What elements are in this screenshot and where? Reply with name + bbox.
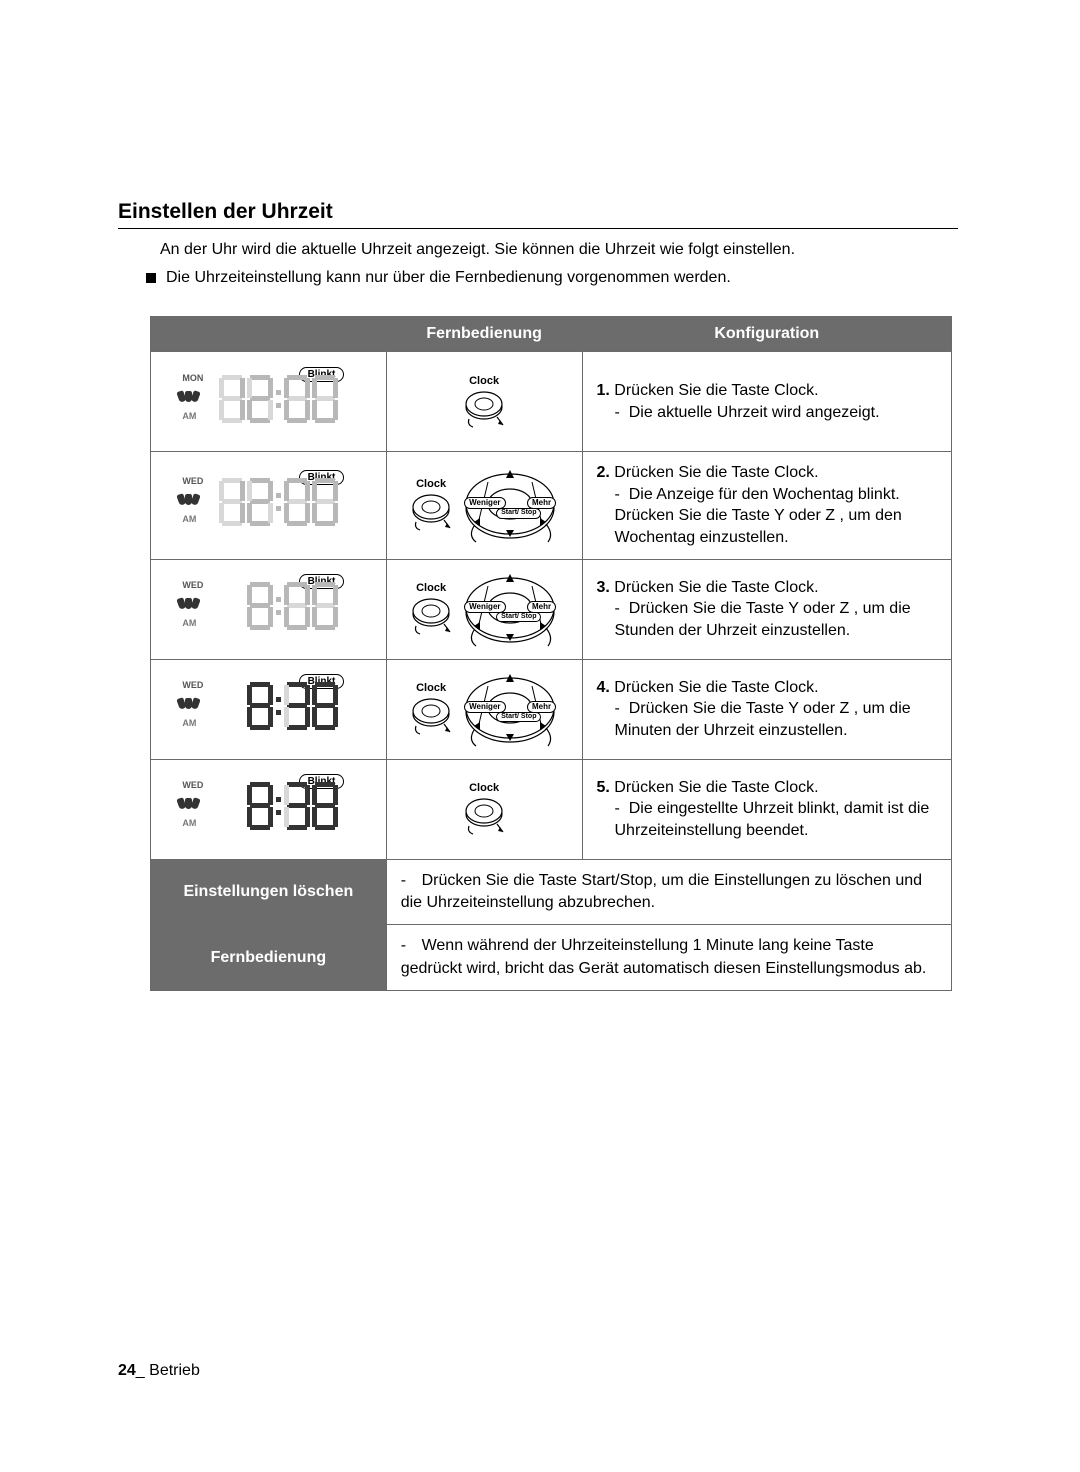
- config-text: 3. Drücken Sie die Taste Clock. - Drücke…: [582, 559, 952, 659]
- lcd-display: Blinkt MON AM: [178, 369, 358, 435]
- note-row: Die Uhrzeiteinstellung kann nur über die…: [146, 267, 958, 289]
- fan-icon: [178, 494, 200, 508]
- config-text: 4. Drücken Sie die Taste Clock. - Drücke…: [582, 659, 952, 759]
- lcd-am: AM: [182, 514, 196, 524]
- lcd-day: WED: [182, 476, 203, 486]
- fan-icon: [178, 698, 200, 712]
- header-display: [151, 317, 387, 352]
- clock-button: Clock: [410, 582, 452, 636]
- table-row: Blinkt WED AM Clock Weniger Mehr Start/ …: [151, 659, 952, 759]
- row-label: Fernbedienung: [151, 925, 387, 991]
- config-text: 5. Drücken Sie die Taste Clock. - Die ei…: [582, 759, 952, 859]
- instruction-table: Fernbedienung Konfiguration Blinkt MON A…: [150, 316, 952, 991]
- fan-icon: [178, 798, 200, 812]
- lcd-am: AM: [182, 718, 196, 728]
- dpad: Weniger Mehr Start/ Stop: [462, 464, 558, 546]
- table-row: Blinkt WED AM Clock Weniger Mehr Start/ …: [151, 452, 952, 559]
- table-row: Blinkt WED AM Clock Weniger Mehr Start/ …: [151, 559, 952, 659]
- footer-section: Betrieb: [149, 1362, 200, 1379]
- page-number: 24: [118, 1362, 136, 1379]
- row-text: - Drücken Sie die Taste Start/Stop, um d…: [386, 859, 951, 925]
- header-config: Konfiguration: [582, 317, 952, 352]
- lcd-am: AM: [182, 618, 196, 628]
- lcd-display: Blinkt WED AM: [178, 676, 358, 742]
- bullet-icon: [146, 273, 156, 283]
- dpad: Weniger Mehr Start/ Stop: [462, 568, 558, 650]
- config-text: 1. Drücken Sie die Taste Clock. - Die ak…: [582, 352, 952, 452]
- lcd-day: WED: [182, 680, 203, 690]
- clock-button: Clock: [463, 782, 505, 836]
- page-footer: 24_ Betrieb: [118, 1362, 200, 1380]
- lcd-display: Blinkt WED AM: [178, 472, 358, 538]
- row-label: Einstellungen löschen: [151, 859, 387, 925]
- table-row: Blinkt MON AM Clock 1. Drücken Sie die T…: [151, 352, 952, 452]
- lcd-day: WED: [182, 580, 203, 590]
- table-row: Einstellungen löschen - Drücken Sie die …: [151, 859, 952, 925]
- lcd-day: MON: [182, 373, 203, 383]
- lcd-am: AM: [182, 818, 196, 828]
- row-text: - Wenn während der Uhrzeiteinstellung 1 …: [386, 925, 951, 991]
- header-remote: Fernbedienung: [386, 317, 582, 352]
- config-text: 2. Drücken Sie die Taste Clock. - Die An…: [582, 452, 952, 559]
- fan-icon: [178, 391, 200, 405]
- note-text: Die Uhrzeiteinstellung kann nur über die…: [166, 267, 731, 289]
- lcd-day: WED: [182, 780, 203, 790]
- clock-button: Clock: [463, 375, 505, 429]
- table-row: Blinkt WED AM Clock 5. Drücken Sie die T…: [151, 759, 952, 859]
- table-row: Fernbedienung - Wenn während der Uhrzeit…: [151, 925, 952, 991]
- clock-button: Clock: [410, 478, 452, 532]
- intro-text: An der Uhr wird die aktuelle Uhrzeit ang…: [160, 239, 958, 261]
- lcd-display: Blinkt WED AM: [178, 576, 358, 642]
- fan-icon: [178, 598, 200, 612]
- lcd-display: Blinkt WED AM: [178, 776, 358, 842]
- dpad: Weniger Mehr Start/ Stop: [462, 668, 558, 750]
- lcd-am: AM: [182, 411, 196, 421]
- section-title: Einstellen der Uhrzeit: [118, 200, 958, 229]
- clock-button: Clock: [410, 682, 452, 736]
